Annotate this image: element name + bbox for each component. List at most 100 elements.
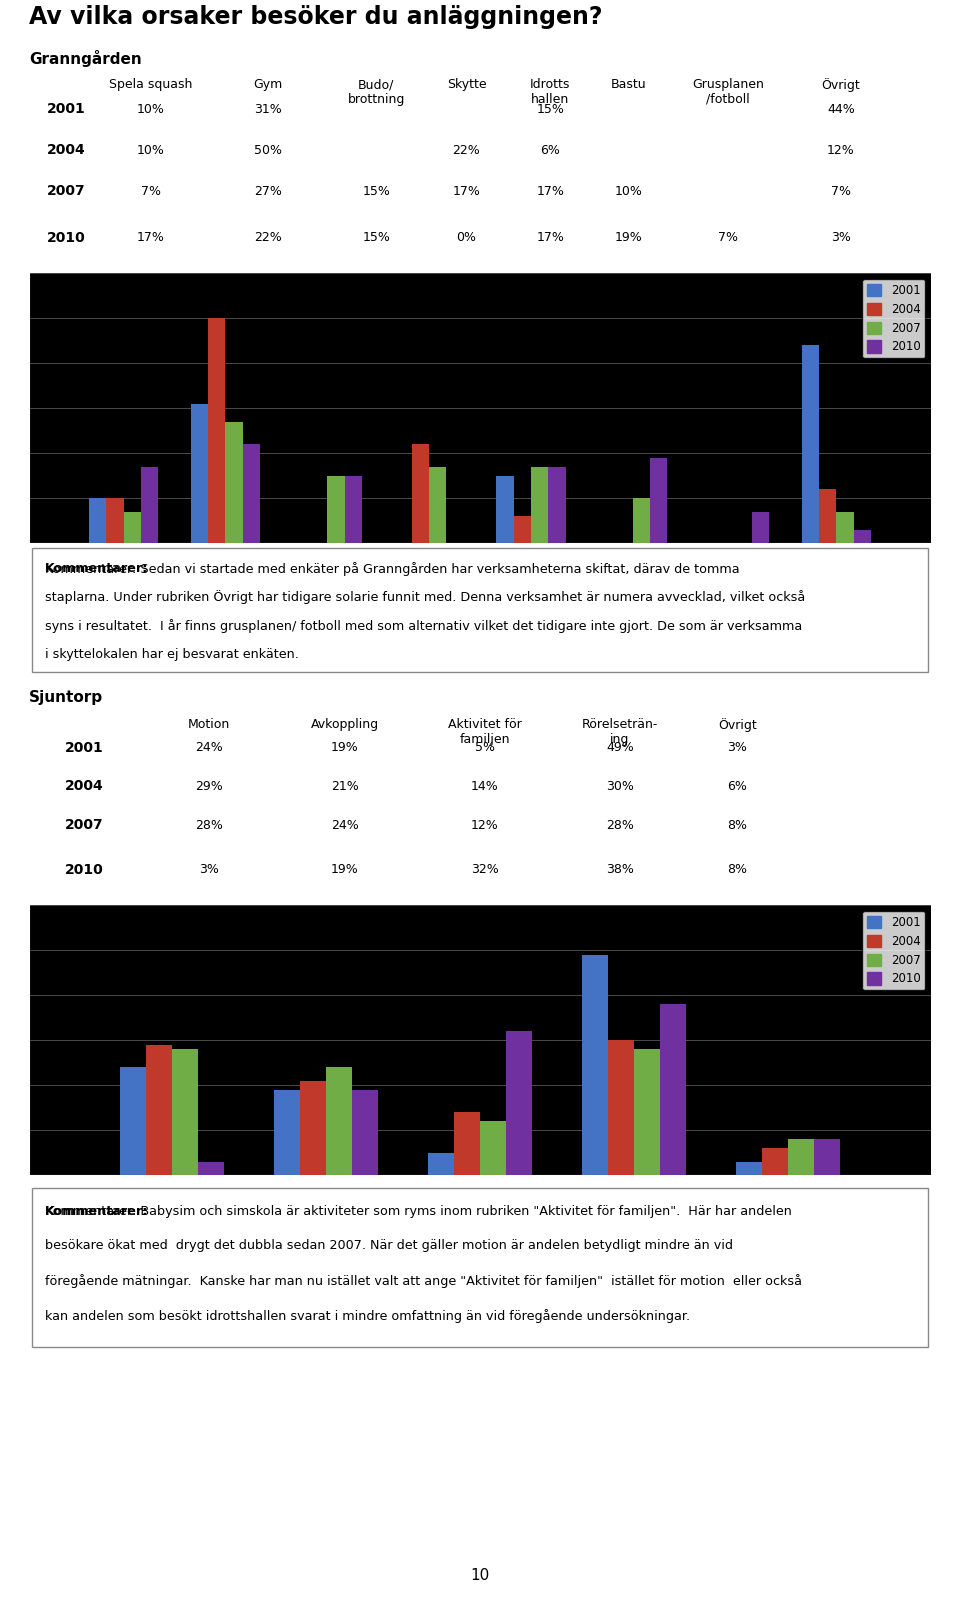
Bar <box>345 476 362 543</box>
Text: 10%: 10% <box>136 144 164 157</box>
Text: 19%: 19% <box>331 741 358 754</box>
Text: 8%: 8% <box>727 819 747 832</box>
Text: Av vilka orsaker besöker du anläggningen?: Av vilka orsaker besöker du anläggningen… <box>29 5 602 29</box>
Bar <box>412 444 429 543</box>
Text: 2010: 2010 <box>65 862 104 877</box>
Text: Idrotts
hallen: Idrotts hallen <box>530 78 570 105</box>
Text: Kommentarer: Babysim och simskola är aktiviteter som ryms inom rubriken "Aktivit: Kommentarer: Babysim och simskola är akt… <box>45 1204 792 1219</box>
Bar <box>608 1040 634 1175</box>
Text: Grusplanen
/fotboll: Grusplanen /fotboll <box>692 78 764 105</box>
Bar <box>735 1161 762 1175</box>
Bar <box>752 511 769 543</box>
Text: 7%: 7% <box>140 185 160 198</box>
Text: Spela squash: Spela squash <box>108 78 192 91</box>
Text: 19%: 19% <box>615 232 643 244</box>
Text: 31%: 31% <box>254 102 282 115</box>
Text: 2007: 2007 <box>65 818 104 832</box>
Text: 3%: 3% <box>831 232 851 244</box>
Text: 2001: 2001 <box>65 741 104 755</box>
Bar <box>274 1089 300 1175</box>
Text: 22%: 22% <box>452 144 480 157</box>
Bar <box>326 1067 352 1175</box>
Text: 10%: 10% <box>136 102 164 115</box>
Bar <box>853 530 871 543</box>
Text: 10%: 10% <box>615 185 643 198</box>
Bar <box>120 1067 146 1175</box>
Text: 12%: 12% <box>828 144 854 157</box>
Text: Övrigt: Övrigt <box>718 719 756 731</box>
Bar <box>107 498 124 543</box>
Text: 15%: 15% <box>362 185 390 198</box>
Text: 2010: 2010 <box>47 232 85 244</box>
Bar <box>352 1089 378 1175</box>
Bar <box>496 476 514 543</box>
Bar <box>429 466 446 543</box>
Bar <box>454 1112 480 1175</box>
Text: 7%: 7% <box>718 232 738 244</box>
Text: 17%: 17% <box>537 185 564 198</box>
Text: 24%: 24% <box>196 741 223 754</box>
Bar <box>124 511 141 543</box>
Bar <box>788 1139 814 1175</box>
Text: 27%: 27% <box>254 185 282 198</box>
Bar <box>506 1032 533 1175</box>
Bar <box>327 476 345 543</box>
Text: Sjuntorp: Sjuntorp <box>29 690 103 704</box>
Text: 15%: 15% <box>537 102 564 115</box>
Text: 14%: 14% <box>470 779 498 794</box>
Text: 12%: 12% <box>470 819 498 832</box>
Bar <box>172 1049 198 1175</box>
Text: 38%: 38% <box>606 864 634 877</box>
Text: 29%: 29% <box>196 779 223 794</box>
Text: 7%: 7% <box>831 185 851 198</box>
Text: föregående mätningar.  Kanske har man nu istället valt att ange "Aktivitet för f: föregående mätningar. Kanske har man nu … <box>45 1274 802 1289</box>
Text: 6%: 6% <box>540 144 561 157</box>
Text: Gym: Gym <box>253 78 282 91</box>
Text: 5%: 5% <box>474 741 494 754</box>
Text: 30%: 30% <box>606 779 634 794</box>
Bar <box>191 404 208 543</box>
Text: 15%: 15% <box>362 232 390 244</box>
Text: 3%: 3% <box>200 864 219 877</box>
Text: syns i resultatet.  I år finns grusplanen/ fotboll med som alternativ vilket det: syns i resultatet. I år finns grusplanen… <box>45 620 803 632</box>
Bar <box>198 1161 225 1175</box>
Bar <box>762 1148 788 1175</box>
Text: 6%: 6% <box>728 779 747 794</box>
Bar <box>548 466 565 543</box>
Legend: 2001, 2004, 2007, 2010: 2001, 2004, 2007, 2010 <box>862 910 925 990</box>
Bar <box>660 1005 686 1175</box>
Text: Budo/
brottning: Budo/ brottning <box>348 78 405 105</box>
Bar <box>634 1049 660 1175</box>
Text: 2004: 2004 <box>47 144 85 157</box>
Text: 24%: 24% <box>331 819 358 832</box>
Text: 8%: 8% <box>727 864 747 877</box>
Text: i skyttelokalen har ej besvarat enkäten.: i skyttelokalen har ej besvarat enkäten. <box>45 648 299 661</box>
Bar <box>226 422 243 543</box>
Bar <box>836 511 853 543</box>
Text: Övrigt: Övrigt <box>822 78 860 93</box>
Bar <box>802 345 819 543</box>
Text: 2001: 2001 <box>47 102 85 117</box>
Text: 10: 10 <box>470 1568 490 1583</box>
Bar <box>243 444 260 543</box>
Text: staplarna. Under rubriken Övrigt har tidigare solarie funnit med. Denna verksamh: staplarna. Under rubriken Övrigt har tid… <box>45 591 805 605</box>
Text: Motion: Motion <box>188 719 230 731</box>
Text: 2007: 2007 <box>47 184 85 198</box>
Bar <box>300 1081 326 1175</box>
Text: Kommentarer:: Kommentarer: <box>45 562 149 575</box>
Bar <box>819 489 836 543</box>
Bar <box>814 1139 840 1175</box>
Text: 49%: 49% <box>606 741 634 754</box>
Bar <box>531 466 548 543</box>
Text: Granngården: Granngården <box>29 50 141 67</box>
Text: 17%: 17% <box>537 232 564 244</box>
Bar <box>582 955 608 1175</box>
Text: 22%: 22% <box>254 232 282 244</box>
Text: Aktivitet för
familjen: Aktivitet för familjen <box>447 719 521 746</box>
Text: 3%: 3% <box>728 741 747 754</box>
Text: 32%: 32% <box>470 864 498 877</box>
Text: 44%: 44% <box>828 102 854 115</box>
Text: 50%: 50% <box>254 144 282 157</box>
Text: 17%: 17% <box>452 185 480 198</box>
Text: besökare ökat med  drygt det dubbla sedan 2007. När det gäller motion är andelen: besökare ökat med drygt det dubbla sedan… <box>45 1239 733 1252</box>
